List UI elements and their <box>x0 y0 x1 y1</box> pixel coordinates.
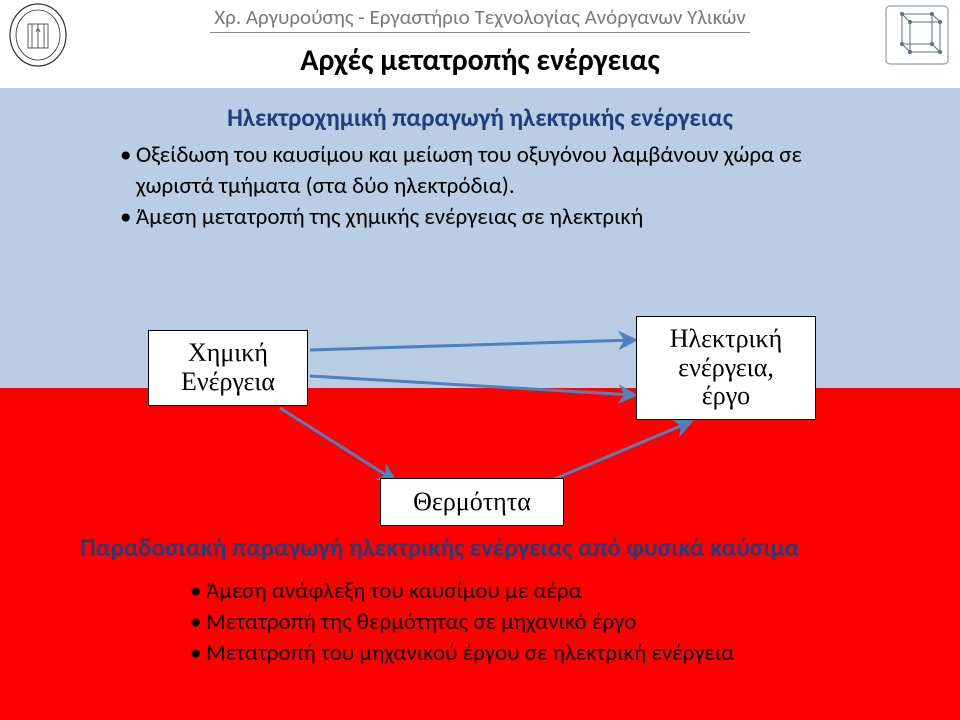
bullet-item: Μετατροπή της θερμότητας σε μηχανικό έργ… <box>190 607 890 638</box>
bullet-item: Άμεση μετατροπή της χημικής ενέργειας σε… <box>120 202 880 233</box>
header: Χρ. Αργυρούσης - Εργαστήριο Τεχνολογίας … <box>0 4 960 33</box>
node-label: Ηλεκτρικήενέργεια,έργο <box>670 325 783 411</box>
ntua-seal-icon <box>8 2 68 68</box>
bullets-conventional: Άμεση ανάφλεξη του καυσίμου με αέρα Μετα… <box>190 576 890 669</box>
bullet-item: Άμεση ανάφλεξη του καυσίμου με αέρα <box>190 576 890 607</box>
node-heat: Θερμότητα <box>380 478 564 526</box>
node-label: Θερμότητα <box>413 488 531 517</box>
node-chemical-energy: ΧημικήΕνέργεια <box>148 330 308 406</box>
header-text: Χρ. Αργυρούσης - Εργαστήριο Τεχνολογίας … <box>210 4 750 33</box>
background-top <box>0 88 960 388</box>
bullet-item: Οξείδωση του καυσίμου και μείωση του οξυ… <box>120 140 880 202</box>
slide: Χρ. Αργυρούσης - Εργαστήριο Τεχνολογίας … <box>0 0 960 720</box>
subtitle-conventional: Παραδοσιακή παραγωγή ηλεκτρικής ενέργεια… <box>80 532 920 563</box>
node-electrical-energy: Ηλεκτρικήενέργεια,έργο <box>636 316 816 420</box>
node-label: ΧημικήΕνέργεια <box>181 339 275 396</box>
bullet-item: Μετατροπή του μηχανικού έργου σε ηλεκτρι… <box>190 638 890 669</box>
slide-title: Αρχές μετατροπής ενέργειας <box>0 42 960 79</box>
bullets-electrochem: Οξείδωση του καυσίμου και μείωση του οξυ… <box>120 140 880 233</box>
materials-lab-icon <box>882 2 952 68</box>
subtitle-electrochem: Ηλεκτροχημική παραγωγή ηλεκτρικής ενέργε… <box>0 102 960 133</box>
